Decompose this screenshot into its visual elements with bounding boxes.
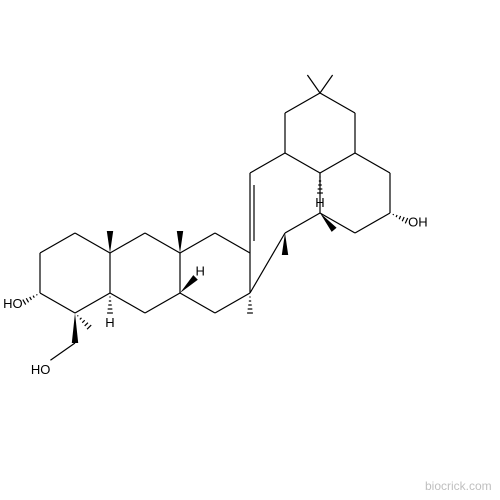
atom-label: H (105, 315, 114, 330)
bond (215, 233, 250, 253)
bond (75, 233, 110, 253)
bond (40, 233, 75, 253)
wedge-bond (177, 231, 183, 253)
bond (180, 293, 215, 313)
bond (402, 217, 404, 221)
bond (320, 75, 333, 93)
bond (250, 153, 285, 173)
bond (215, 293, 250, 313)
bond (355, 153, 390, 173)
bond (320, 213, 355, 233)
bond (75, 293, 110, 313)
bond (320, 93, 355, 113)
bond (110, 293, 145, 313)
bond (85, 323, 88, 326)
atom-label: H (315, 195, 324, 210)
bond (33, 296, 34, 298)
bond (320, 153, 355, 173)
bond (180, 233, 215, 253)
wedge-bond (72, 313, 78, 343)
bond (285, 93, 320, 113)
bond (26, 298, 28, 302)
watermark: biocrick.com (425, 479, 492, 493)
atom-label: OH (408, 214, 428, 229)
bond (40, 293, 75, 313)
bond (399, 216, 400, 219)
bond (50, 343, 75, 360)
molecule-diagram: HOHHOHHOHbiocrick.com (0, 0, 500, 500)
bond (355, 213, 390, 233)
bond (307, 75, 320, 93)
wedge-bond (107, 231, 113, 253)
bond (145, 293, 180, 313)
bond (30, 297, 32, 300)
bond (285, 213, 320, 233)
bond (82, 320, 84, 322)
bond (145, 233, 180, 253)
bond (37, 294, 38, 295)
atom-label: HO (3, 296, 23, 311)
bond (110, 233, 145, 253)
bond (80, 318, 82, 320)
bond (250, 233, 285, 293)
bond (87, 325, 91, 329)
wedge-bond (320, 213, 337, 232)
bond (285, 153, 320, 173)
bond (396, 215, 397, 217)
atom-label: HO (31, 362, 51, 377)
bond (77, 315, 78, 316)
atom-label: H (196, 263, 205, 278)
bond (23, 300, 26, 305)
